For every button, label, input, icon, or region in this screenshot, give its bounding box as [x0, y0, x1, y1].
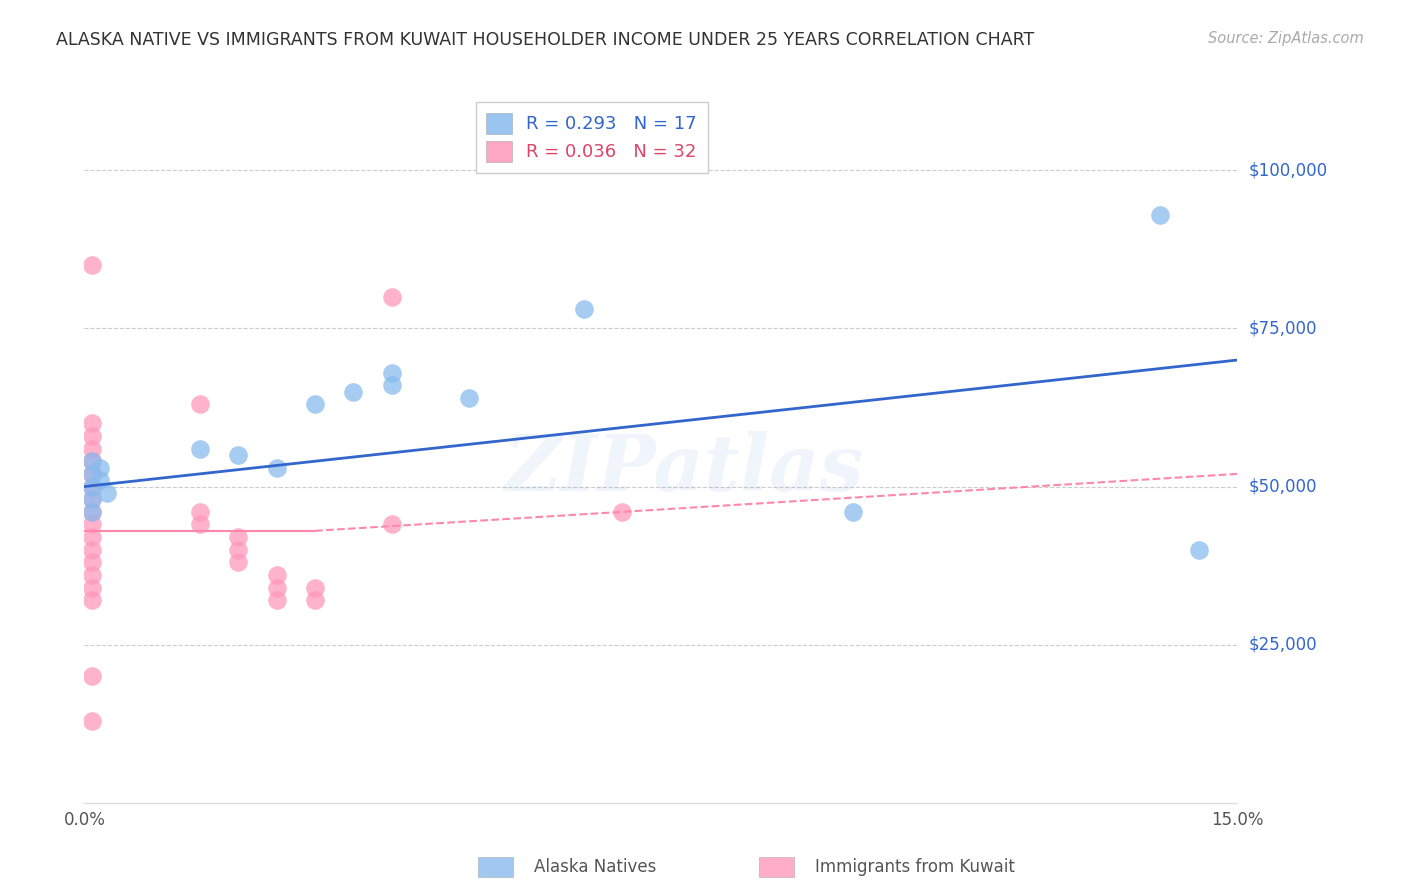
Point: [342, 384, 364, 399]
Point: [226, 556, 249, 570]
Point: [89, 460, 111, 475]
Point: [80, 581, 103, 595]
Point: [226, 448, 249, 462]
Point: [80, 417, 103, 431]
Point: [612, 505, 634, 519]
Point: [80, 593, 103, 607]
Point: [842, 505, 865, 519]
Point: [80, 505, 103, 519]
Point: [80, 467, 103, 481]
Point: [226, 530, 249, 544]
Point: [266, 460, 288, 475]
Point: [381, 290, 404, 304]
Point: [381, 517, 404, 532]
Text: Immigrants from Kuwait: Immigrants from Kuwait: [815, 858, 1015, 876]
Text: Alaska Natives: Alaska Natives: [534, 858, 657, 876]
Point: [80, 517, 103, 532]
Point: [80, 479, 103, 493]
Text: $75,000: $75,000: [1249, 319, 1317, 337]
Point: [188, 505, 211, 519]
Point: [80, 542, 103, 557]
Point: [80, 467, 103, 481]
Point: [80, 479, 103, 493]
Text: ALASKA NATIVE VS IMMIGRANTS FROM KUWAIT HOUSEHOLDER INCOME UNDER 25 YEARS CORREL: ALASKA NATIVE VS IMMIGRANTS FROM KUWAIT …: [56, 31, 1035, 49]
Point: [1149, 208, 1171, 222]
Point: [80, 429, 103, 443]
Point: [96, 486, 118, 500]
Point: [266, 568, 288, 582]
Point: [226, 542, 249, 557]
Text: $50,000: $50,000: [1249, 477, 1317, 496]
Point: [572, 302, 595, 317]
Point: [266, 581, 288, 595]
Text: ZIPatlas: ZIPatlas: [505, 431, 863, 507]
Legend: R = 0.293   N = 17, R = 0.036   N = 32: R = 0.293 N = 17, R = 0.036 N = 32: [475, 103, 707, 173]
Point: [457, 391, 479, 405]
Point: [80, 669, 103, 683]
Point: [80, 568, 103, 582]
Point: [304, 581, 326, 595]
Point: [381, 366, 404, 380]
Point: [80, 556, 103, 570]
Point: [80, 492, 103, 507]
Point: [80, 454, 103, 468]
Point: [80, 530, 103, 544]
Point: [188, 397, 211, 411]
Point: [80, 714, 103, 728]
Point: [80, 258, 103, 272]
Point: [80, 454, 103, 468]
Point: [188, 442, 211, 456]
Point: [80, 442, 103, 456]
Point: [89, 473, 111, 487]
Point: [381, 378, 404, 392]
Text: Source: ZipAtlas.com: Source: ZipAtlas.com: [1208, 31, 1364, 46]
Text: $25,000: $25,000: [1249, 636, 1317, 654]
Point: [188, 517, 211, 532]
Text: $100,000: $100,000: [1249, 161, 1327, 179]
Point: [266, 593, 288, 607]
Point: [304, 397, 326, 411]
Point: [304, 593, 326, 607]
Point: [1188, 542, 1211, 557]
Point: [80, 492, 103, 507]
Point: [80, 505, 103, 519]
